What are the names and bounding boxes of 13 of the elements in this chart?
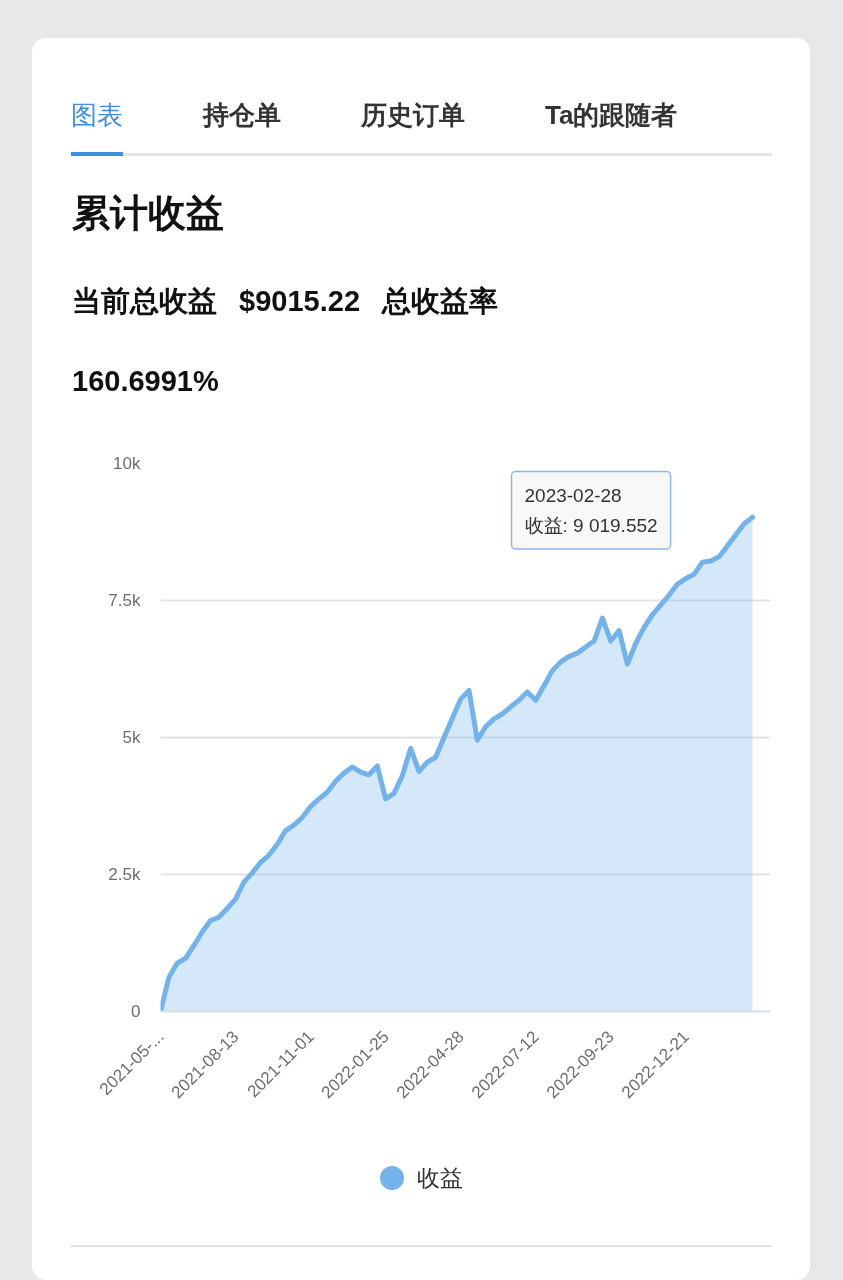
y-tick-label: 5k [122, 728, 141, 747]
y-tick-label: 10k [113, 454, 141, 473]
text: Ta的跟随者 [545, 100, 678, 132]
chart-title: 累计收益 [72, 192, 224, 234]
text: 持仓单 [203, 100, 281, 132]
text: 图表 [71, 100, 123, 156]
annotation: 2023-02-28 收益: 9 019.552 [524, 484, 658, 536]
legend-label: 收益 [416, 1164, 463, 1191]
text: 当前总收益 $9015.22 总收益率 160.6991% [72, 285, 499, 397]
text: 历史订单 [361, 100, 465, 132]
y-tick-label: 2.5k [108, 865, 141, 884]
y-tick-label: 0 [131, 1002, 141, 1021]
y-tick-label: 7.5k [108, 591, 141, 610]
